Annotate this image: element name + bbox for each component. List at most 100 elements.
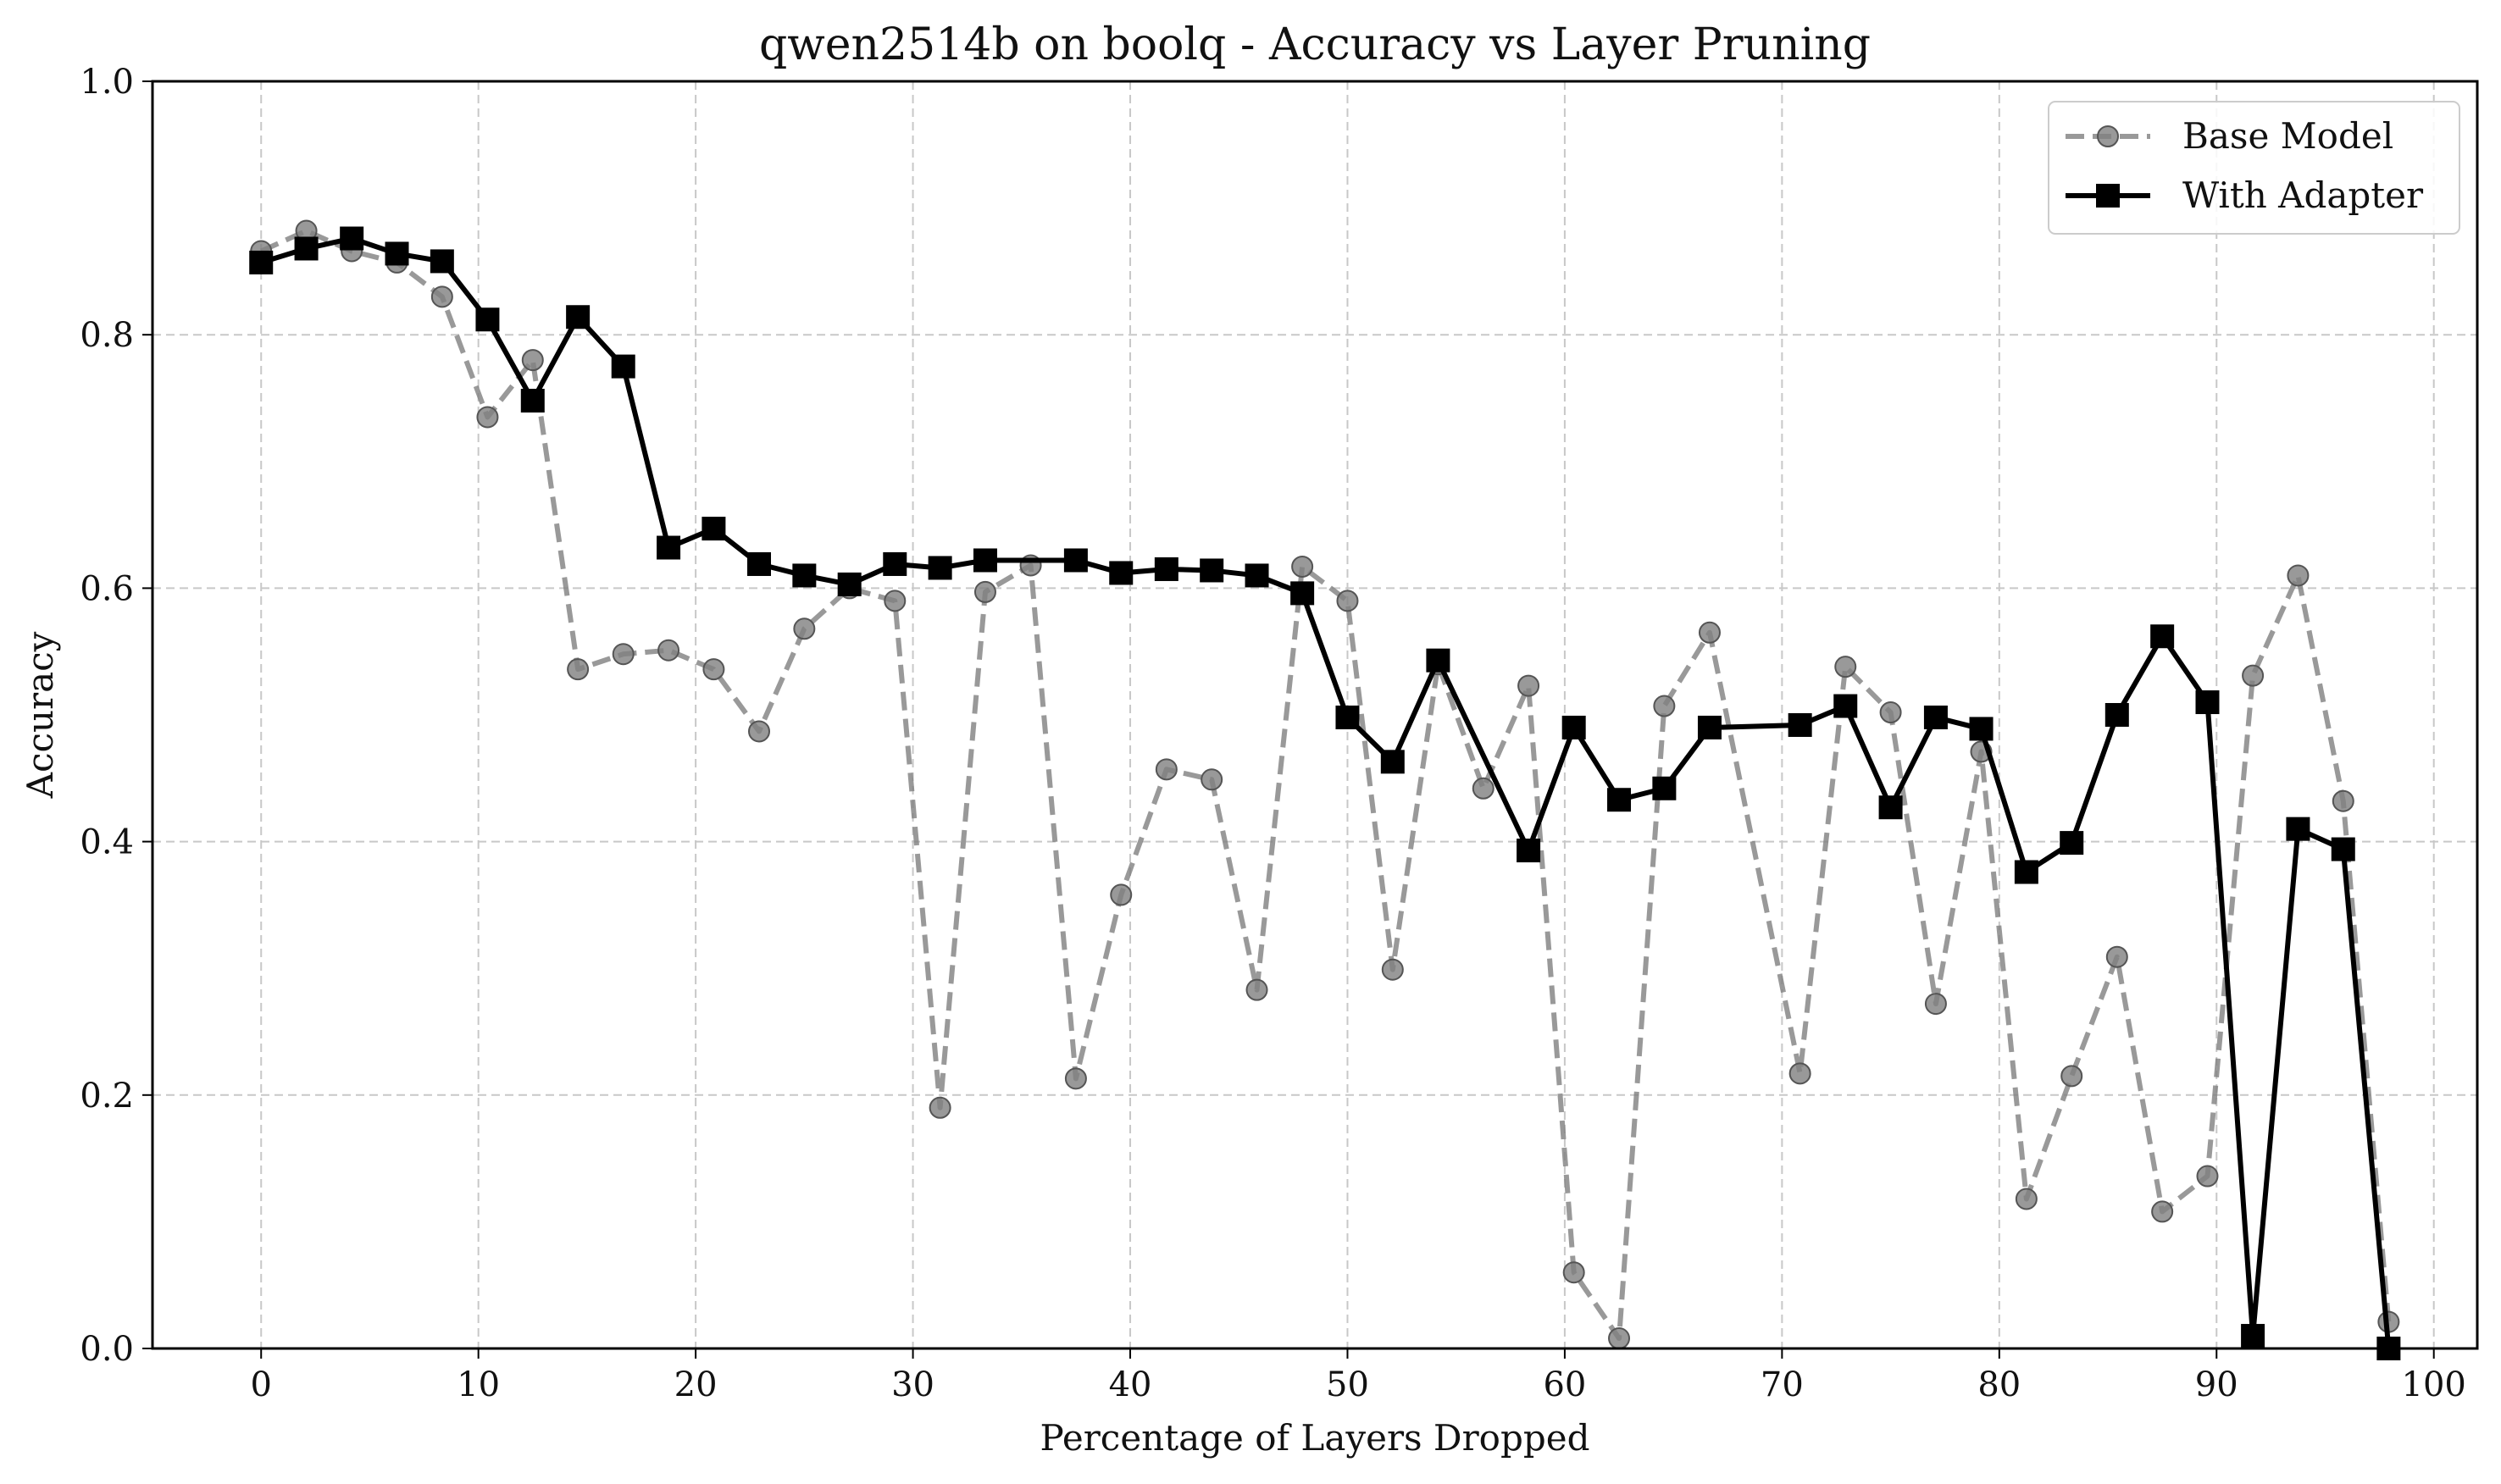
- y-axis-label: Accuracy: [19, 631, 61, 799]
- data-point-base-model: [748, 720, 771, 743]
- data-point-base-model: [1834, 656, 1857, 678]
- x-tick-label: 90: [2195, 1365, 2238, 1404]
- y-tick-label: 0.2: [80, 1077, 134, 1116]
- data-point-base-model: [2196, 1165, 2219, 1188]
- data-point-with-adapter: [2060, 831, 2084, 856]
- axis-ticks: 0 10 20 30 40 50 60 70 80 90 100 0.0 0.2 0.4 0.6 0.8 1.0: [80, 63, 2466, 1404]
- x-tick-label: 30: [891, 1365, 934, 1404]
- x-tick-label: 20: [674, 1365, 718, 1404]
- data-point-base-model: [929, 1096, 951, 1119]
- data-point-with-adapter: [1517, 839, 1541, 863]
- data-point-base-model: [1517, 674, 1540, 697]
- data-point-base-model: [1924, 993, 1947, 1016]
- x-tick-label: 0: [250, 1365, 271, 1404]
- data-point-with-adapter: [1697, 715, 1722, 739]
- legend-entry-base-model: Base Model: [2066, 115, 2393, 157]
- data-point-base-model: [1110, 883, 1133, 906]
- x-tick-label: 60: [1543, 1365, 1586, 1404]
- data-point-base-model: [1472, 777, 1494, 800]
- data-point-base-model: [1562, 1261, 1585, 1284]
- data-point-with-adapter: [340, 226, 364, 251]
- x-tick-label: 50: [1326, 1365, 1369, 1404]
- y-tick-label: 0.6: [80, 569, 134, 608]
- data-point-base-model: [973, 580, 996, 603]
- data-point-base-model: [2242, 664, 2265, 687]
- data-point-base-model: [1245, 978, 1268, 1001]
- legend-marker-base-model: [2097, 125, 2119, 147]
- data-point-base-model: [1608, 1327, 1631, 1350]
- x-tick-label: 40: [1109, 1365, 1152, 1404]
- data-point-with-adapter: [883, 551, 907, 576]
- data-point-with-adapter: [2195, 690, 2220, 715]
- legend-label-base-model: Base Model: [2182, 115, 2393, 157]
- data-point-with-adapter: [520, 388, 545, 413]
- data-point-with-adapter: [657, 535, 681, 560]
- data-point-base-model: [702, 658, 725, 681]
- series-line-base-model: [259, 228, 2392, 1342]
- x-tick-label: 10: [457, 1365, 500, 1404]
- data-point-with-adapter: [1335, 705, 1360, 729]
- data-point-with-adapter: [2150, 624, 2175, 649]
- data-point-with-adapter: [928, 556, 952, 580]
- data-point-base-model: [1155, 758, 1178, 781]
- data-point-base-model: [1788, 1062, 1811, 1085]
- data-point-base-model: [2015, 1188, 2038, 1210]
- data-point-with-adapter: [1878, 795, 1903, 820]
- data-point-base-model: [430, 285, 453, 308]
- data-point-base-model: [1064, 1067, 1087, 1090]
- legend-label-with-adapter: With Adapter: [2182, 174, 2424, 216]
- data-point-with-adapter: [566, 305, 591, 329]
- series-base-model: [250, 219, 2400, 1350]
- data-point-base-model: [2332, 789, 2354, 812]
- data-point-with-adapter: [1426, 648, 1450, 673]
- data-point-with-adapter: [837, 572, 862, 596]
- data-point-base-model: [2060, 1065, 2083, 1088]
- data-point-with-adapter: [2241, 1324, 2265, 1348]
- data-point-with-adapter: [2104, 703, 2129, 727]
- x-axis-label: Percentage of Layers Dropped: [1040, 1417, 1590, 1459]
- data-point-base-model: [567, 658, 590, 681]
- data-point-base-model: [2105, 945, 2128, 968]
- data-point-with-adapter: [1154, 556, 1178, 581]
- x-tick-label: 100: [2402, 1365, 2466, 1404]
- data-point-with-adapter: [792, 563, 817, 588]
- data-point-base-model: [2287, 564, 2310, 587]
- data-point-base-model: [612, 643, 635, 666]
- data-point-with-adapter: [2286, 817, 2310, 841]
- data-point-base-model: [521, 349, 544, 372]
- data-point-with-adapter: [1063, 548, 1088, 573]
- data-point-with-adapter: [1923, 705, 1948, 729]
- data-point-base-model: [1381, 958, 1404, 981]
- series-with-adapter: [249, 226, 2401, 1360]
- data-point-with-adapter: [1607, 788, 1632, 812]
- series-group: [249, 219, 2401, 1360]
- y-tick-label: 0.0: [80, 1330, 134, 1369]
- data-point-with-adapter: [2014, 860, 2038, 884]
- plot-frame: [151, 80, 2479, 1350]
- legend-entry-with-adapter: With Adapter: [2066, 174, 2424, 216]
- data-point-base-model: [1879, 701, 1902, 724]
- data-point-base-model: [476, 406, 499, 429]
- y-tick-label: 0.8: [80, 316, 134, 355]
- data-point-base-model: [657, 639, 680, 662]
- data-point-with-adapter: [611, 354, 635, 379]
- chart-title: qwen2514b on boolq - Accuracy vs Layer P…: [759, 19, 1871, 70]
- data-point-with-adapter: [1245, 563, 1269, 588]
- legend-marker-with-adapter: [2096, 184, 2120, 208]
- x-tick-label: 80: [1977, 1365, 2021, 1404]
- data-point-base-model: [1291, 555, 1314, 578]
- data-point-with-adapter: [1290, 581, 1315, 606]
- data-point-with-adapter: [702, 517, 726, 541]
- data-point-with-adapter: [1200, 558, 1224, 583]
- x-tick-label: 70: [1761, 1365, 1804, 1404]
- data-point-base-model: [793, 617, 816, 640]
- data-point-with-adapter: [249, 250, 274, 274]
- data-point-with-adapter: [1561, 715, 1586, 739]
- data-point-base-model: [1698, 621, 1721, 644]
- data-point-base-model: [1653, 695, 1676, 717]
- legend-box: [2048, 101, 2460, 235]
- data-point-with-adapter: [1109, 561, 1134, 585]
- legend: Base Model With Adapter: [2048, 101, 2460, 235]
